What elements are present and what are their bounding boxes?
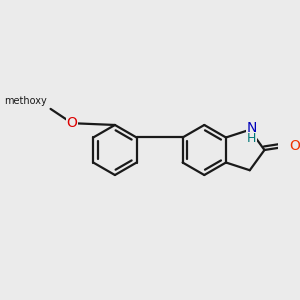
Text: H: H	[247, 132, 256, 145]
Text: O: O	[290, 140, 300, 153]
Text: methoxy: methoxy	[4, 96, 47, 106]
Text: O: O	[67, 116, 77, 130]
Text: N: N	[246, 121, 257, 135]
